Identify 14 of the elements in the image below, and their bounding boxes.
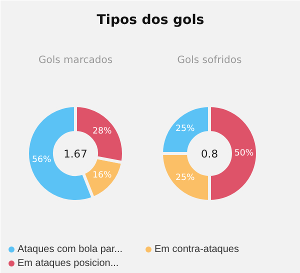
text: 1.67 [64, 148, 88, 160]
legend-label: Em ataques posicion... [18, 258, 119, 269]
chart-title: Tipos dos gols [96, 13, 204, 28]
text: 0.8 [201, 148, 218, 160]
data-label: 28% [92, 126, 112, 137]
legend-label: Ataques com bola par... [18, 244, 123, 255]
data-label: 25% [175, 124, 195, 134]
chart-subtitle: Gols marcados [38, 55, 113, 66]
data-label: 56% [32, 154, 52, 165]
data-label: 50% [234, 148, 254, 158]
data-label: 25% [175, 172, 195, 183]
legend-label: Em contra-ataques [154, 244, 239, 255]
chart-subtitle: Gols sofridos [177, 55, 242, 66]
data-label: 16% [92, 170, 112, 180]
